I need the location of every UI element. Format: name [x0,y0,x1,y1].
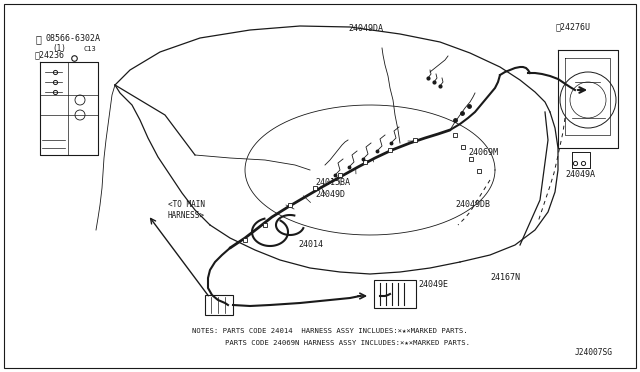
Text: (1): (1) [52,44,66,53]
Text: 08566-6302A: 08566-6302A [46,34,101,43]
Text: 24049DA: 24049DA [348,24,383,33]
Bar [205,295,233,315]
Bar [374,280,416,308]
Text: 24049A: 24049A [565,170,595,179]
Text: 24014: 24014 [298,240,323,249]
Text: 24049DB: 24049DB [455,200,490,209]
Text: 24069M: 24069M [468,148,498,157]
Text: ⁂24236: ⁂24236 [35,50,65,59]
Text: 24015BA: 24015BA [315,178,350,187]
Text: PARTS CODE 24069N HARNESS ASSY INCLUDES:×★×MARKED PARTS.: PARTS CODE 24069N HARNESS ASSY INCLUDES:… [225,340,470,346]
Text: Ⓑ: Ⓑ [36,34,42,44]
Text: <TO MAIN
HARNESS>: <TO MAIN HARNESS> [168,200,205,220]
Text: 24049E: 24049E [418,280,448,289]
Text: 24049D: 24049D [315,190,345,199]
Text: ⁂24276U: ⁂24276U [556,22,591,31]
Text: 24167N: 24167N [490,273,520,282]
Text: NOTES: PARTS CODE 24014  HARNESS ASSY INCLUDES:×★×MARKED PARTS.: NOTES: PARTS CODE 24014 HARNESS ASSY INC… [192,328,468,334]
Text: C13: C13 [84,46,97,52]
Text: J24007SG: J24007SG [575,348,613,357]
